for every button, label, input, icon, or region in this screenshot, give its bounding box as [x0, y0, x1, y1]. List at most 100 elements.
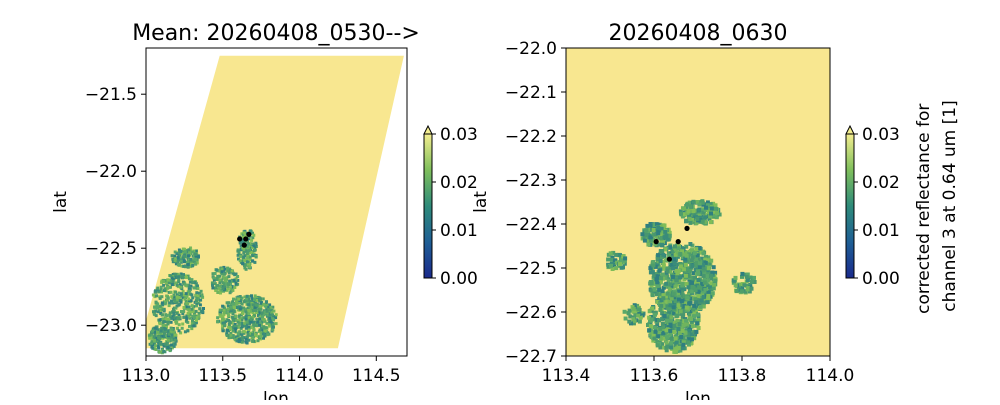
- left-ytick-label: −23.0: [85, 316, 137, 336]
- left-cell: [226, 304, 230, 308]
- left-cell: [250, 294, 253, 298]
- right-cell: [643, 230, 648, 235]
- right-cell: [750, 279, 754, 284]
- left-cell: [251, 254, 255, 258]
- left-cell: [225, 276, 229, 280]
- left-cell: [186, 315, 189, 319]
- right-cell: [706, 266, 711, 271]
- left-cell: [259, 297, 263, 301]
- left-cell: [240, 302, 244, 306]
- left-cell: [244, 317, 248, 321]
- left-cell: [171, 257, 175, 261]
- left-cell: [159, 288, 163, 292]
- right-cell: [655, 343, 660, 348]
- right-cell: [660, 240, 665, 244]
- right-cell: [666, 251, 671, 256]
- right-cell: [691, 271, 696, 276]
- left-cell: [192, 320, 196, 324]
- right-cell: [659, 226, 664, 231]
- left-cell: [266, 333, 270, 337]
- right-cell: [673, 284, 678, 289]
- left-cell: [259, 323, 263, 327]
- right-cell: [673, 266, 678, 270]
- left-cell: [202, 307, 205, 310]
- left-cell: [182, 264, 186, 268]
- left-cell: [236, 325, 240, 329]
- left-marker: [243, 236, 249, 242]
- right-cell: [674, 275, 679, 280]
- left-cell: [223, 279, 227, 283]
- right-cell: [647, 315, 652, 320]
- right-cell: [665, 291, 670, 296]
- right-cell: [646, 242, 651, 247]
- left-cell: [182, 273, 185, 277]
- left-cell: [195, 297, 199, 301]
- left-cell: [263, 310, 267, 314]
- left-cell: [165, 334, 168, 338]
- left-cell: [186, 312, 190, 315]
- right-heatmap: [566, 48, 830, 356]
- right-cell: [688, 289, 692, 294]
- left-cell: [177, 313, 181, 317]
- left-cell: [218, 289, 222, 293]
- left-cell: [176, 255, 180, 259]
- left-cell: [188, 250, 192, 254]
- right-cell: [705, 200, 710, 205]
- right-cell: [670, 280, 675, 285]
- left-cell: [231, 328, 235, 332]
- left-cell: [196, 317, 200, 321]
- right-cell: [703, 260, 708, 265]
- right-colorbar-label-line2: channel 3 at 0.64 um [1]: [940, 100, 960, 311]
- left-cell: [241, 309, 245, 313]
- right-cell: [648, 324, 653, 329]
- left-cell: [179, 259, 183, 263]
- right-ytick-label: −22.5: [505, 259, 557, 279]
- right-cell: [627, 308, 632, 313]
- left-cell: [188, 289, 192, 293]
- right-cell: [695, 200, 700, 204]
- right-cell: [647, 328, 652, 333]
- left-cell: [271, 305, 275, 309]
- left-cell: [160, 301, 164, 305]
- left-cell: [272, 315, 276, 318]
- left-cell: [182, 257, 185, 261]
- right-colorbar-extend: [845, 124, 855, 135]
- left-cell: [263, 334, 267, 338]
- left-cell: [155, 306, 159, 310]
- left-cell: [231, 288, 235, 292]
- right-cell: [707, 217, 712, 222]
- left-cell: [227, 325, 231, 329]
- left-cell: [247, 312, 251, 316]
- right-cell: [679, 335, 684, 339]
- right-cell: [666, 296, 671, 301]
- left-cell: [159, 310, 163, 314]
- right-cell: [686, 273, 690, 278]
- right-cell: [668, 282, 673, 287]
- right-cell: [689, 332, 694, 337]
- left-cell: [162, 280, 166, 283]
- left-y-ticks: −21.5 −22.0 −22.5 −23.0: [85, 85, 146, 336]
- right-cell: [684, 281, 689, 286]
- left-cell: [156, 310, 160, 314]
- right-cell: [691, 307, 696, 312]
- left-cell: [183, 250, 187, 254]
- right-cell: [690, 337, 694, 342]
- right-cell: [697, 207, 702, 212]
- right-cell: [667, 233, 672, 238]
- right-cell: [687, 252, 692, 257]
- left-cell: [151, 343, 155, 347]
- right-cell: [671, 305, 676, 310]
- left-cell: [253, 298, 256, 302]
- right-cell: [713, 203, 718, 208]
- left-cell: [243, 263, 247, 267]
- left-cell: [163, 302, 167, 306]
- right-cell: [694, 221, 699, 225]
- left-cell: [178, 299, 182, 302]
- right-cell: [658, 345, 663, 350]
- left-cell: [199, 289, 203, 293]
- left-cell: [180, 310, 183, 313]
- left-cell: [162, 344, 166, 348]
- left-cell: [262, 313, 266, 317]
- right-cell: [665, 344, 670, 349]
- right-cell: [709, 281, 714, 286]
